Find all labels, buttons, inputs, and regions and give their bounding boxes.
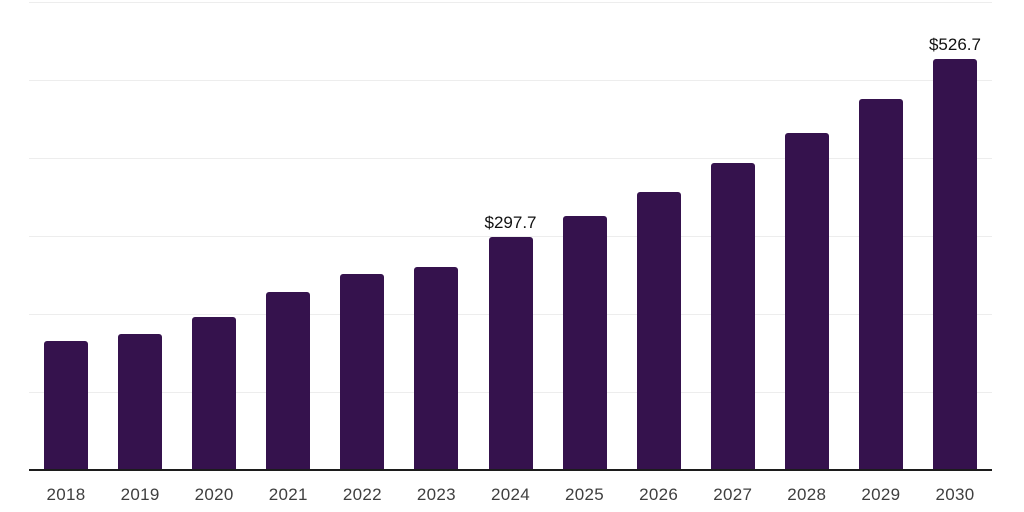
bar-2024[interactable]	[488, 237, 533, 470]
bar-2019[interactable]	[118, 334, 163, 470]
value-label-2024: $297.7	[484, 213, 537, 233]
x-tick-2030: 2030	[935, 485, 975, 504]
x-tick-2025: 2025	[565, 485, 605, 504]
x-tick-2024: 2024	[490, 485, 530, 504]
bar-2026[interactable]	[636, 191, 681, 470]
x-tick-2023: 2023	[416, 485, 456, 504]
bar-2018[interactable]	[44, 341, 89, 470]
bar-2028[interactable]	[784, 133, 829, 470]
x-tick-2026: 2026	[639, 485, 679, 504]
x-tick-2027: 2027	[713, 485, 753, 504]
bar-2027[interactable]	[710, 163, 755, 470]
x-tick-2022: 2022	[342, 485, 382, 504]
x-tick-2020: 2020	[194, 485, 234, 504]
gridline-500	[29, 79, 992, 81]
x-tick-2029: 2029	[861, 485, 901, 504]
bar-2020[interactable]	[192, 317, 237, 470]
x-tick-2028: 2028	[787, 485, 827, 504]
x-tick-2021: 2021	[268, 485, 308, 504]
bar-2022[interactable]	[340, 274, 385, 470]
bar-2023[interactable]	[414, 267, 459, 470]
value-label-2030: $526.7	[928, 34, 981, 54]
gridline-600	[29, 1, 992, 3]
x-tick-2018: 2018	[46, 485, 86, 504]
bar-2025[interactable]	[562, 216, 607, 470]
bar-2030[interactable]	[932, 58, 977, 470]
bar-2021[interactable]	[266, 291, 311, 470]
x-axis-line	[29, 468, 992, 471]
x-tick-2019: 2019	[120, 485, 160, 504]
gridline-300	[29, 235, 992, 237]
bar-2029[interactable]	[858, 99, 903, 470]
gridline-400	[29, 157, 992, 159]
